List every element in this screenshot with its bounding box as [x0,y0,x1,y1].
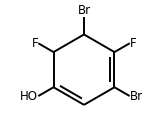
Text: F: F [32,37,38,50]
Text: F: F [130,37,136,50]
Text: HO: HO [20,90,38,103]
Text: Br: Br [77,4,91,17]
Text: Br: Br [130,90,143,103]
